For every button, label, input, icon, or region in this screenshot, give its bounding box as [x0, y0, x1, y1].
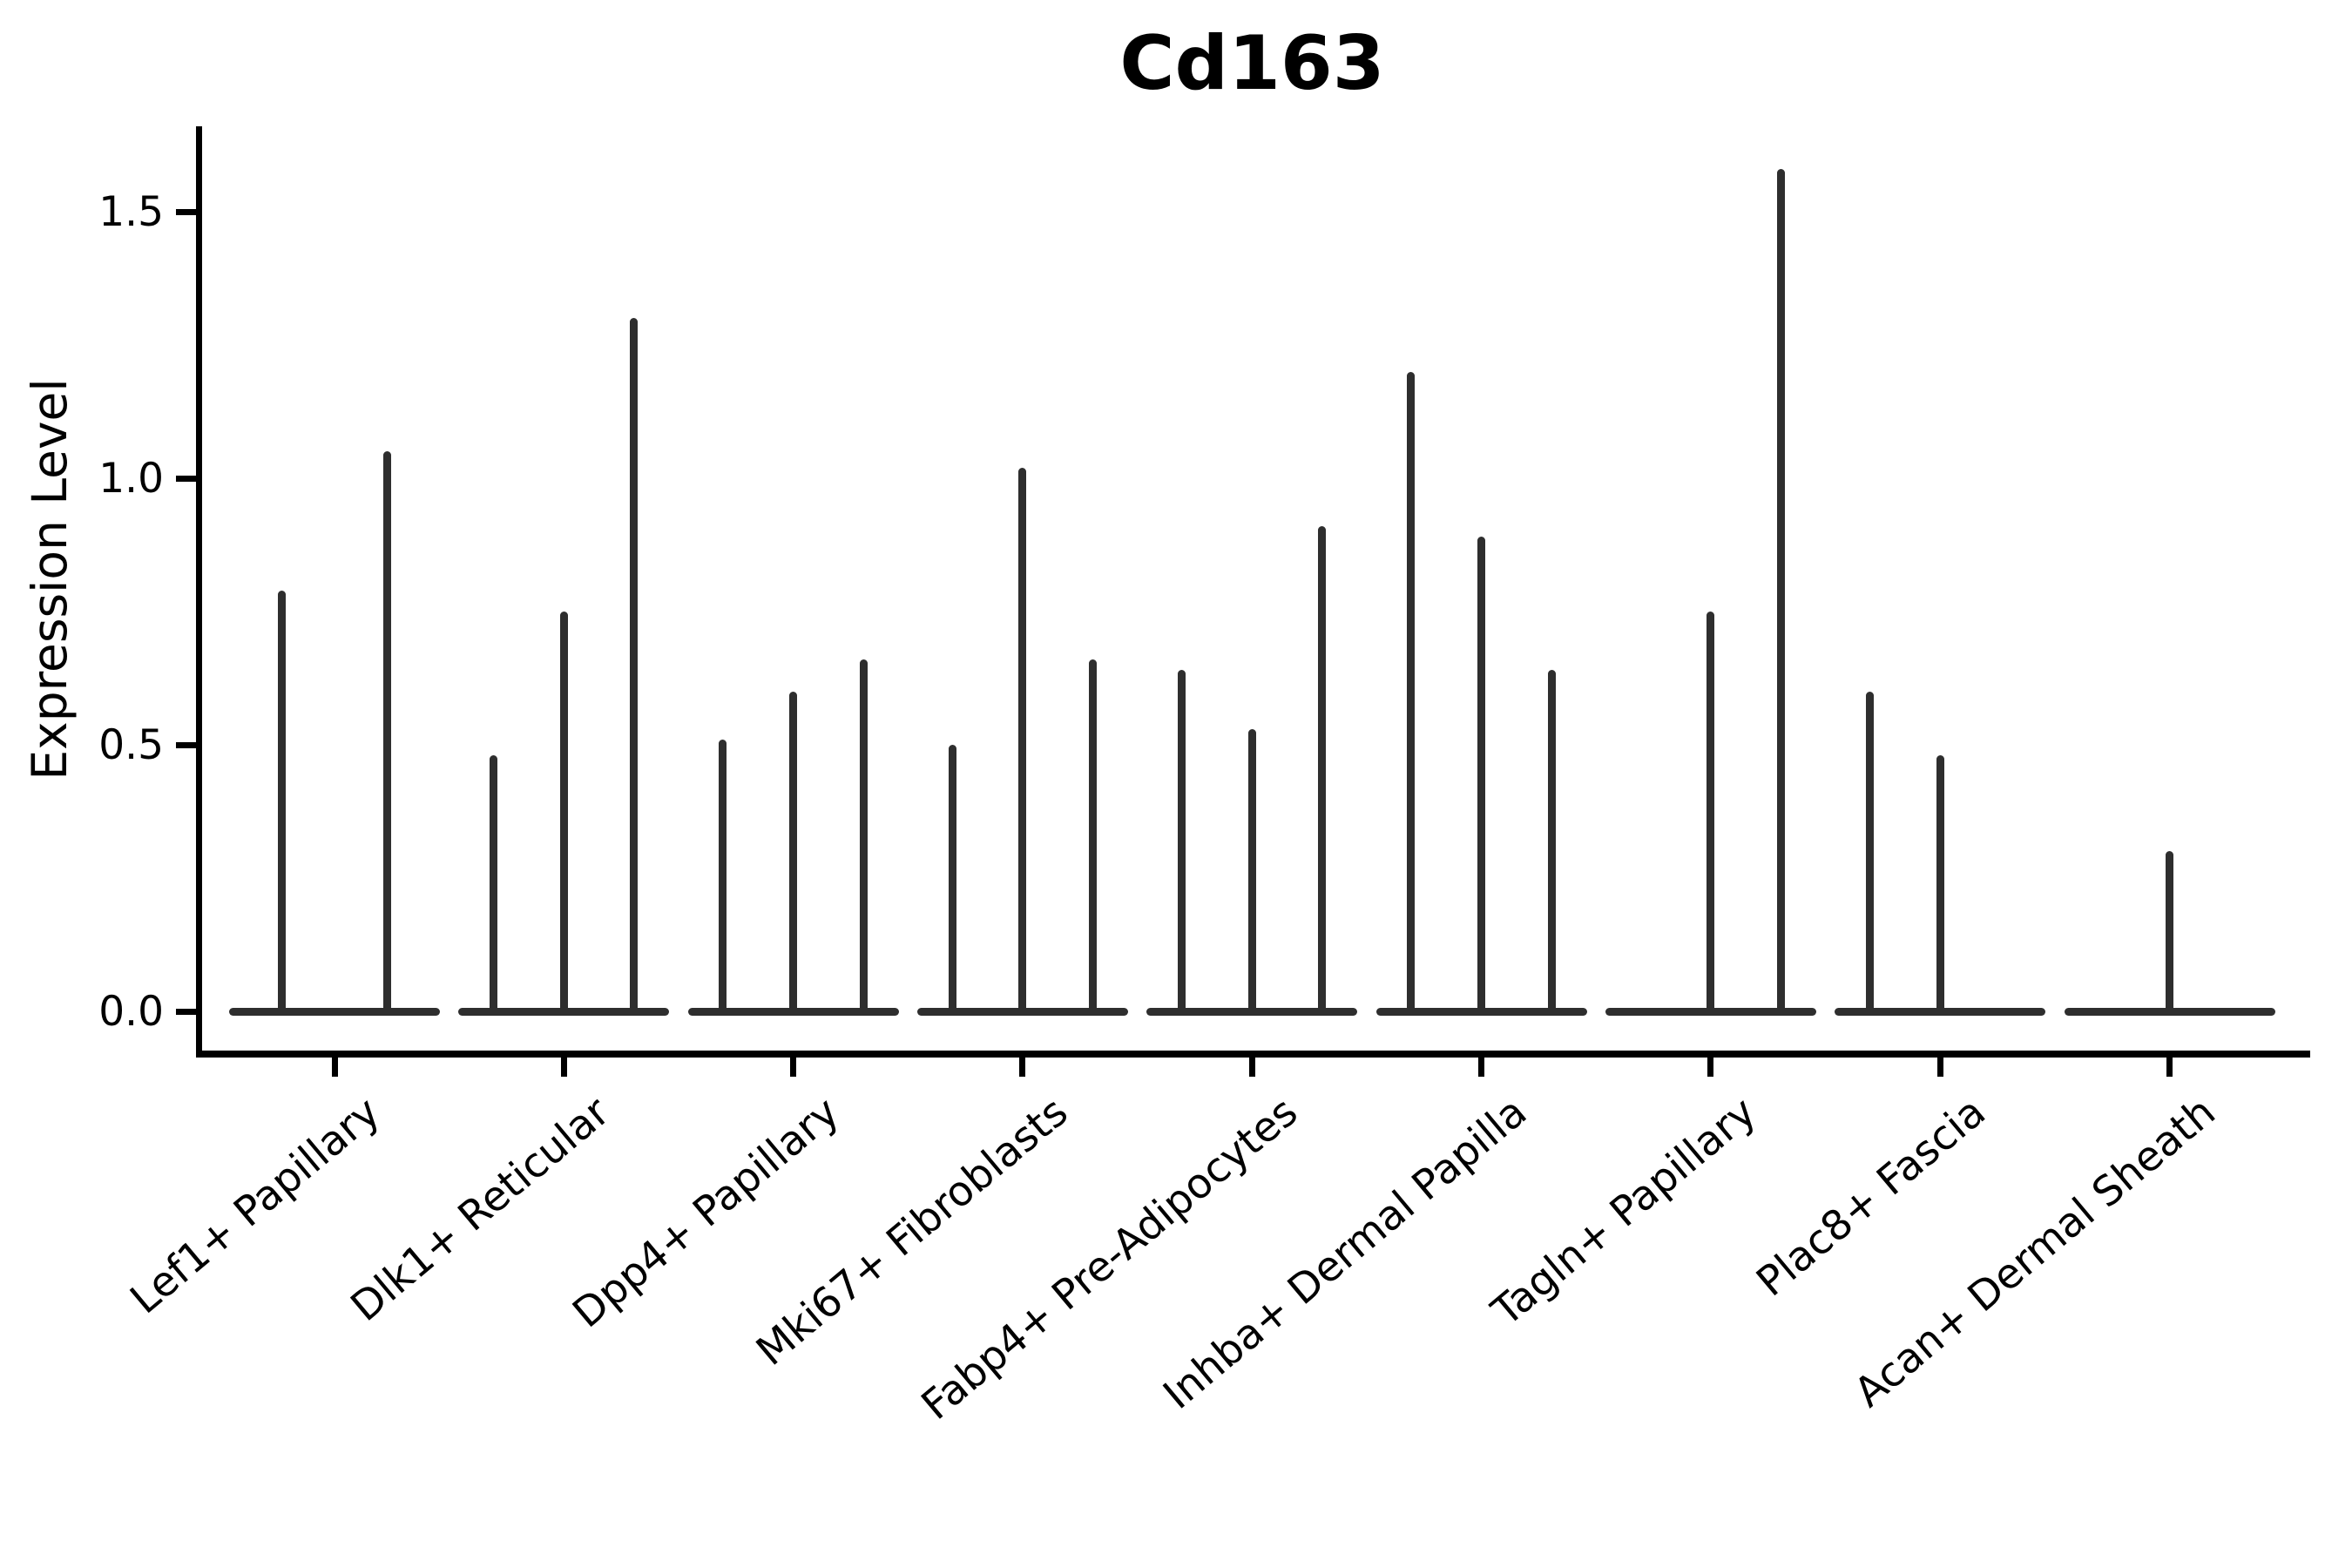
x-tick	[2166, 1054, 2173, 1077]
x-tick	[1248, 1054, 1255, 1077]
violin-baseline	[687, 1007, 899, 1016]
violin-baseline	[458, 1007, 670, 1016]
y-tick	[176, 475, 196, 482]
y-tick-label: 0.0	[98, 988, 164, 1036]
violin-baseline	[1146, 1007, 1358, 1016]
violin-spike	[1318, 526, 1327, 1011]
violin-baseline	[2064, 1007, 2275, 1016]
violin-baseline	[229, 1007, 440, 1016]
violin-spike	[383, 451, 391, 1011]
x-category-label: Lef1+ Papillary	[121, 1087, 389, 1324]
violin-spike	[1247, 728, 1256, 1011]
x-tick	[331, 1054, 338, 1077]
violin-spike	[1407, 371, 1416, 1011]
violin-spike	[1178, 670, 1186, 1011]
y-tick-label: 0.5	[98, 721, 164, 769]
violin-baseline	[1835, 1007, 2046, 1016]
violin-baseline	[916, 1007, 1128, 1016]
violin-spike	[1866, 691, 1875, 1011]
violin-spike	[948, 745, 956, 1011]
violin-spike	[630, 318, 639, 1011]
violin-spike	[1018, 467, 1027, 1011]
y-tick	[176, 208, 196, 215]
x-tick	[560, 1054, 567, 1077]
violin-baseline	[1605, 1007, 1816, 1016]
y-tick-label: 1.0	[98, 455, 164, 503]
y-axis-label: Expression Level	[22, 378, 78, 781]
violin-spike	[559, 612, 568, 1011]
violin-spike	[1547, 670, 1556, 1011]
x-tick	[1936, 1054, 1943, 1077]
violin-spike	[490, 755, 498, 1011]
y-axis-spine	[196, 126, 202, 1058]
violin-spike	[859, 659, 868, 1011]
violin-spike	[1936, 755, 1944, 1011]
violin-spike	[789, 691, 798, 1011]
x-tick	[790, 1054, 797, 1077]
violin-baseline	[1375, 1007, 1587, 1016]
x-tick	[1478, 1054, 1485, 1077]
x-category-label: Plac8+ Fascia	[1747, 1087, 1996, 1307]
y-tick	[176, 741, 196, 748]
violin-spike	[1707, 612, 1715, 1011]
x-tick	[1707, 1054, 1714, 1077]
violin-spike	[278, 590, 286, 1011]
violin-spike	[1477, 537, 1486, 1011]
y-tick	[176, 1008, 196, 1015]
y-tick-label: 1.5	[98, 188, 164, 236]
violin-spike	[1089, 659, 1098, 1011]
violin-spike	[1777, 169, 1786, 1011]
chart-title: Cd163	[1119, 20, 1385, 107]
violin-spike	[719, 739, 727, 1011]
x-category-label: Fabp4+ Pre-Adipocytes	[912, 1087, 1308, 1429]
violin-spike	[2166, 851, 2174, 1011]
x-tick	[1019, 1054, 1026, 1077]
